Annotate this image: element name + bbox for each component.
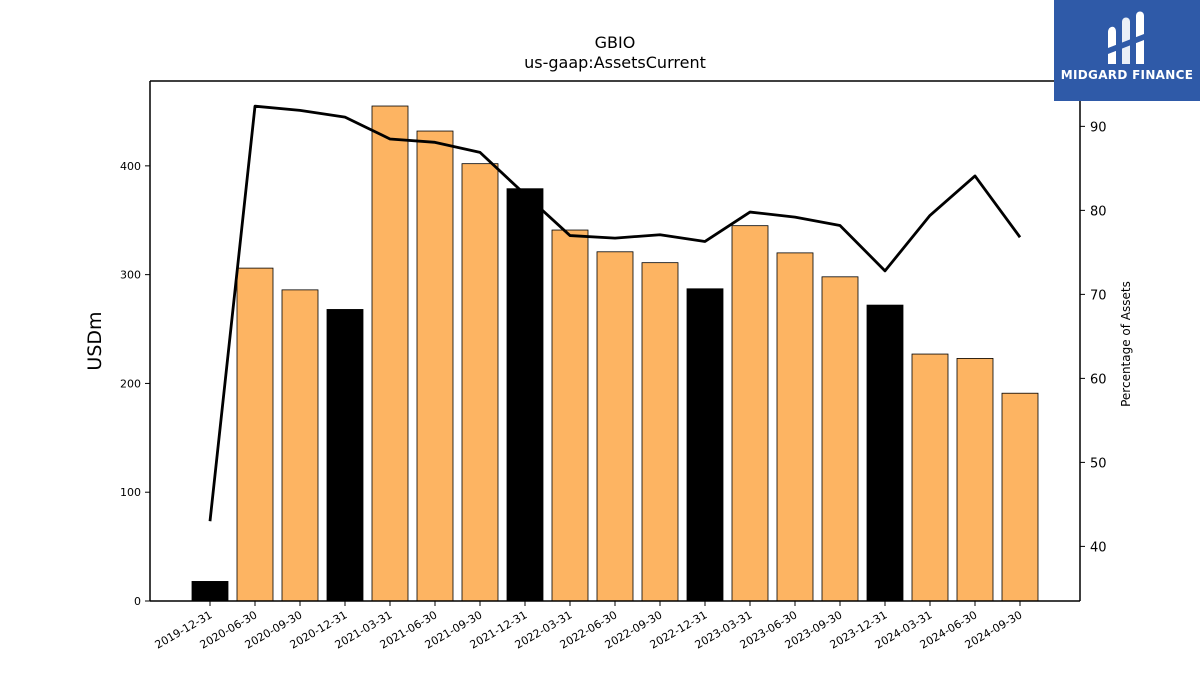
- bar: [326, 309, 364, 602]
- y-axis-label: USDm: [84, 311, 106, 370]
- bar: [551, 229, 589, 602]
- y2-tick-label: 90: [1090, 120, 1107, 135]
- bar: [641, 262, 679, 602]
- bar: [596, 251, 634, 602]
- y-tick-label: 400: [120, 160, 141, 173]
- bar: [776, 252, 814, 602]
- bar: [821, 276, 859, 602]
- y2-axis-label: Percentage of Assets: [1119, 281, 1133, 407]
- bar: [866, 304, 904, 602]
- y-tick-label: 300: [120, 269, 141, 282]
- bar: [1001, 392, 1039, 602]
- y2-tick-label: 40: [1090, 540, 1107, 555]
- y2-tick-label: 70: [1090, 288, 1107, 303]
- bar: [911, 353, 949, 602]
- y2-tick-label: 50: [1090, 456, 1107, 471]
- bar: [191, 581, 229, 602]
- bar: [686, 288, 724, 602]
- brand-logo: MIDGARD FINANCE: [1054, 0, 1200, 101]
- bar: [956, 358, 994, 602]
- bar: [371, 105, 409, 602]
- logo-mark-icon: [1108, 11, 1144, 65]
- y-tick-label: 0: [134, 595, 141, 608]
- bar: [506, 188, 544, 602]
- bar: [461, 163, 499, 602]
- bar: [416, 130, 454, 602]
- chart-title: GBIO: [594, 33, 636, 52]
- series-line: [208, 104, 1022, 522]
- y2-tick-label: 80: [1090, 204, 1107, 219]
- chart-subtitle: us-gaap:AssetsCurrent: [524, 53, 706, 72]
- bar: [731, 225, 769, 602]
- bar: [281, 289, 319, 602]
- y-tick-label: 200: [120, 377, 141, 390]
- y2-tick-label: 60: [1090, 372, 1107, 387]
- y-tick-label: 100: [120, 486, 141, 499]
- bar: [236, 267, 274, 602]
- brand-name: MIDGARD FINANCE: [1060, 68, 1194, 82]
